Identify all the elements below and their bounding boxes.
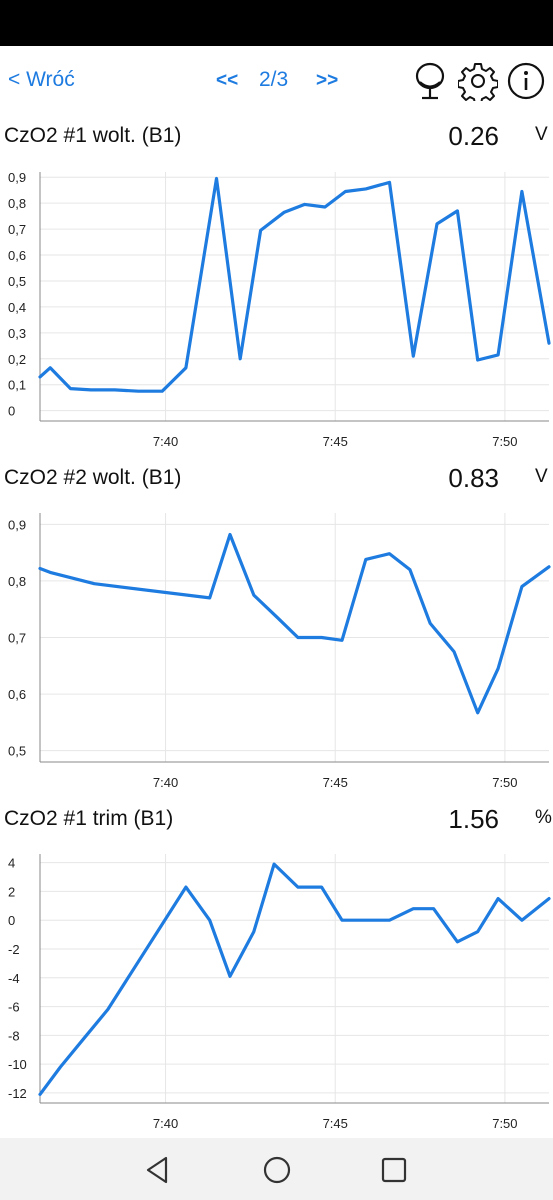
y-tick-label: 0,3 xyxy=(8,326,26,341)
y-tick-label: 4 xyxy=(8,856,15,871)
chart-value-o2-sensor-1-trim: 1.56 xyxy=(448,804,499,834)
mirror-icon[interactable] xyxy=(410,61,450,101)
y-tick-label: -2 xyxy=(8,942,20,957)
x-tick-label: 7:50 xyxy=(492,434,517,449)
next-page-button[interactable]: >> xyxy=(316,70,339,91)
y-tick-label: 0,5 xyxy=(8,274,26,289)
x-tick-label: 7:50 xyxy=(492,1116,517,1131)
chart-o2-sensor-2-voltage: 0,5 0,6 0,7 0,8 0,9 7:40 7:45 7:50 xyxy=(8,513,551,790)
y-tick-label: 0 xyxy=(8,913,15,928)
x-tick-label: 7:40 xyxy=(153,434,178,449)
x-tick-label: 7:40 xyxy=(153,1116,178,1131)
series-line xyxy=(38,176,551,393)
y-tick-label: 0 xyxy=(8,404,15,419)
chart-unit-o2-sensor-1-voltage: V xyxy=(535,124,548,145)
x-tick-label: 7:40 xyxy=(153,775,178,790)
chart-title-o2-sensor-1-trim: CzO2 #1 trim (B1) xyxy=(4,807,174,830)
back-triangle-icon[interactable] xyxy=(142,1154,174,1186)
chart-title-o2-sensor-1-voltage: CzO2 #1 wolt. (B1) xyxy=(4,124,182,147)
x-tick-label: 7:45 xyxy=(323,434,348,449)
y-tick-label: 0,5 xyxy=(8,744,26,759)
y-tick-label: -4 xyxy=(8,971,20,986)
chart-value-o2-sensor-1-voltage: 0.26 xyxy=(448,121,499,151)
y-tick-label: 2 xyxy=(8,884,15,899)
y-tick-label: 0,4 xyxy=(8,300,26,315)
y-tick-label: -8 xyxy=(8,1028,20,1043)
y-tick-label: 0,9 xyxy=(8,170,26,185)
chart-value-o2-sensor-2-voltage: 0.83 xyxy=(448,463,499,493)
chart-o2-sensor-1-voltage: 0 0,1 0,2 0,3 0,4 0,5 0,6 0,7 0,8 0,9 7:40 7:45 7:50 xyxy=(8,170,551,449)
y-tick-label: 0,2 xyxy=(8,352,26,367)
chart-unit-o2-sensor-1-trim: % xyxy=(535,807,552,828)
y-tick-label: 0,1 xyxy=(8,378,26,393)
y-tick-label: 0,6 xyxy=(8,687,26,702)
status-bar xyxy=(0,0,553,46)
info-icon[interactable] xyxy=(506,61,546,101)
y-tick-label: 0,8 xyxy=(8,196,26,211)
chart-title-o2-sensor-2-voltage: CzO2 #2 wolt. (B1) xyxy=(4,466,182,489)
android-navigation-bar xyxy=(0,1138,553,1200)
back-button[interactable]: < Wróć xyxy=(8,68,75,91)
home-circle-icon[interactable] xyxy=(261,1154,293,1186)
y-tick-label: 0,7 xyxy=(8,222,26,237)
previous-page-button[interactable]: << xyxy=(216,70,239,91)
series-line xyxy=(38,862,551,1096)
x-tick-label: 7:45 xyxy=(323,1116,348,1131)
y-tick-label: 0,7 xyxy=(8,631,26,646)
y-tick-label: 0,6 xyxy=(8,248,26,263)
x-tick-label: 7:45 xyxy=(323,775,348,790)
series-line xyxy=(38,532,551,715)
page-indicator: 2/3 xyxy=(259,68,289,91)
y-tick-label: -6 xyxy=(8,1000,20,1015)
x-tick-label: 7:50 xyxy=(492,775,517,790)
chart-unit-o2-sensor-2-voltage: V xyxy=(535,466,548,487)
chart-o2-sensor-1-trim: -12 -10 -8 -6 -4 -2 0 2 4 7:40 7:45 7:50 xyxy=(8,854,551,1131)
gear-icon[interactable] xyxy=(458,61,498,101)
y-tick-label: -10 xyxy=(8,1057,27,1072)
recents-square-icon[interactable] xyxy=(378,1154,410,1186)
y-tick-label: -12 xyxy=(8,1086,27,1101)
y-tick-label: 0,8 xyxy=(8,574,26,589)
nav-header: < Wróć << 2/3 >> xyxy=(0,46,553,114)
y-tick-label: 0,9 xyxy=(8,517,26,532)
